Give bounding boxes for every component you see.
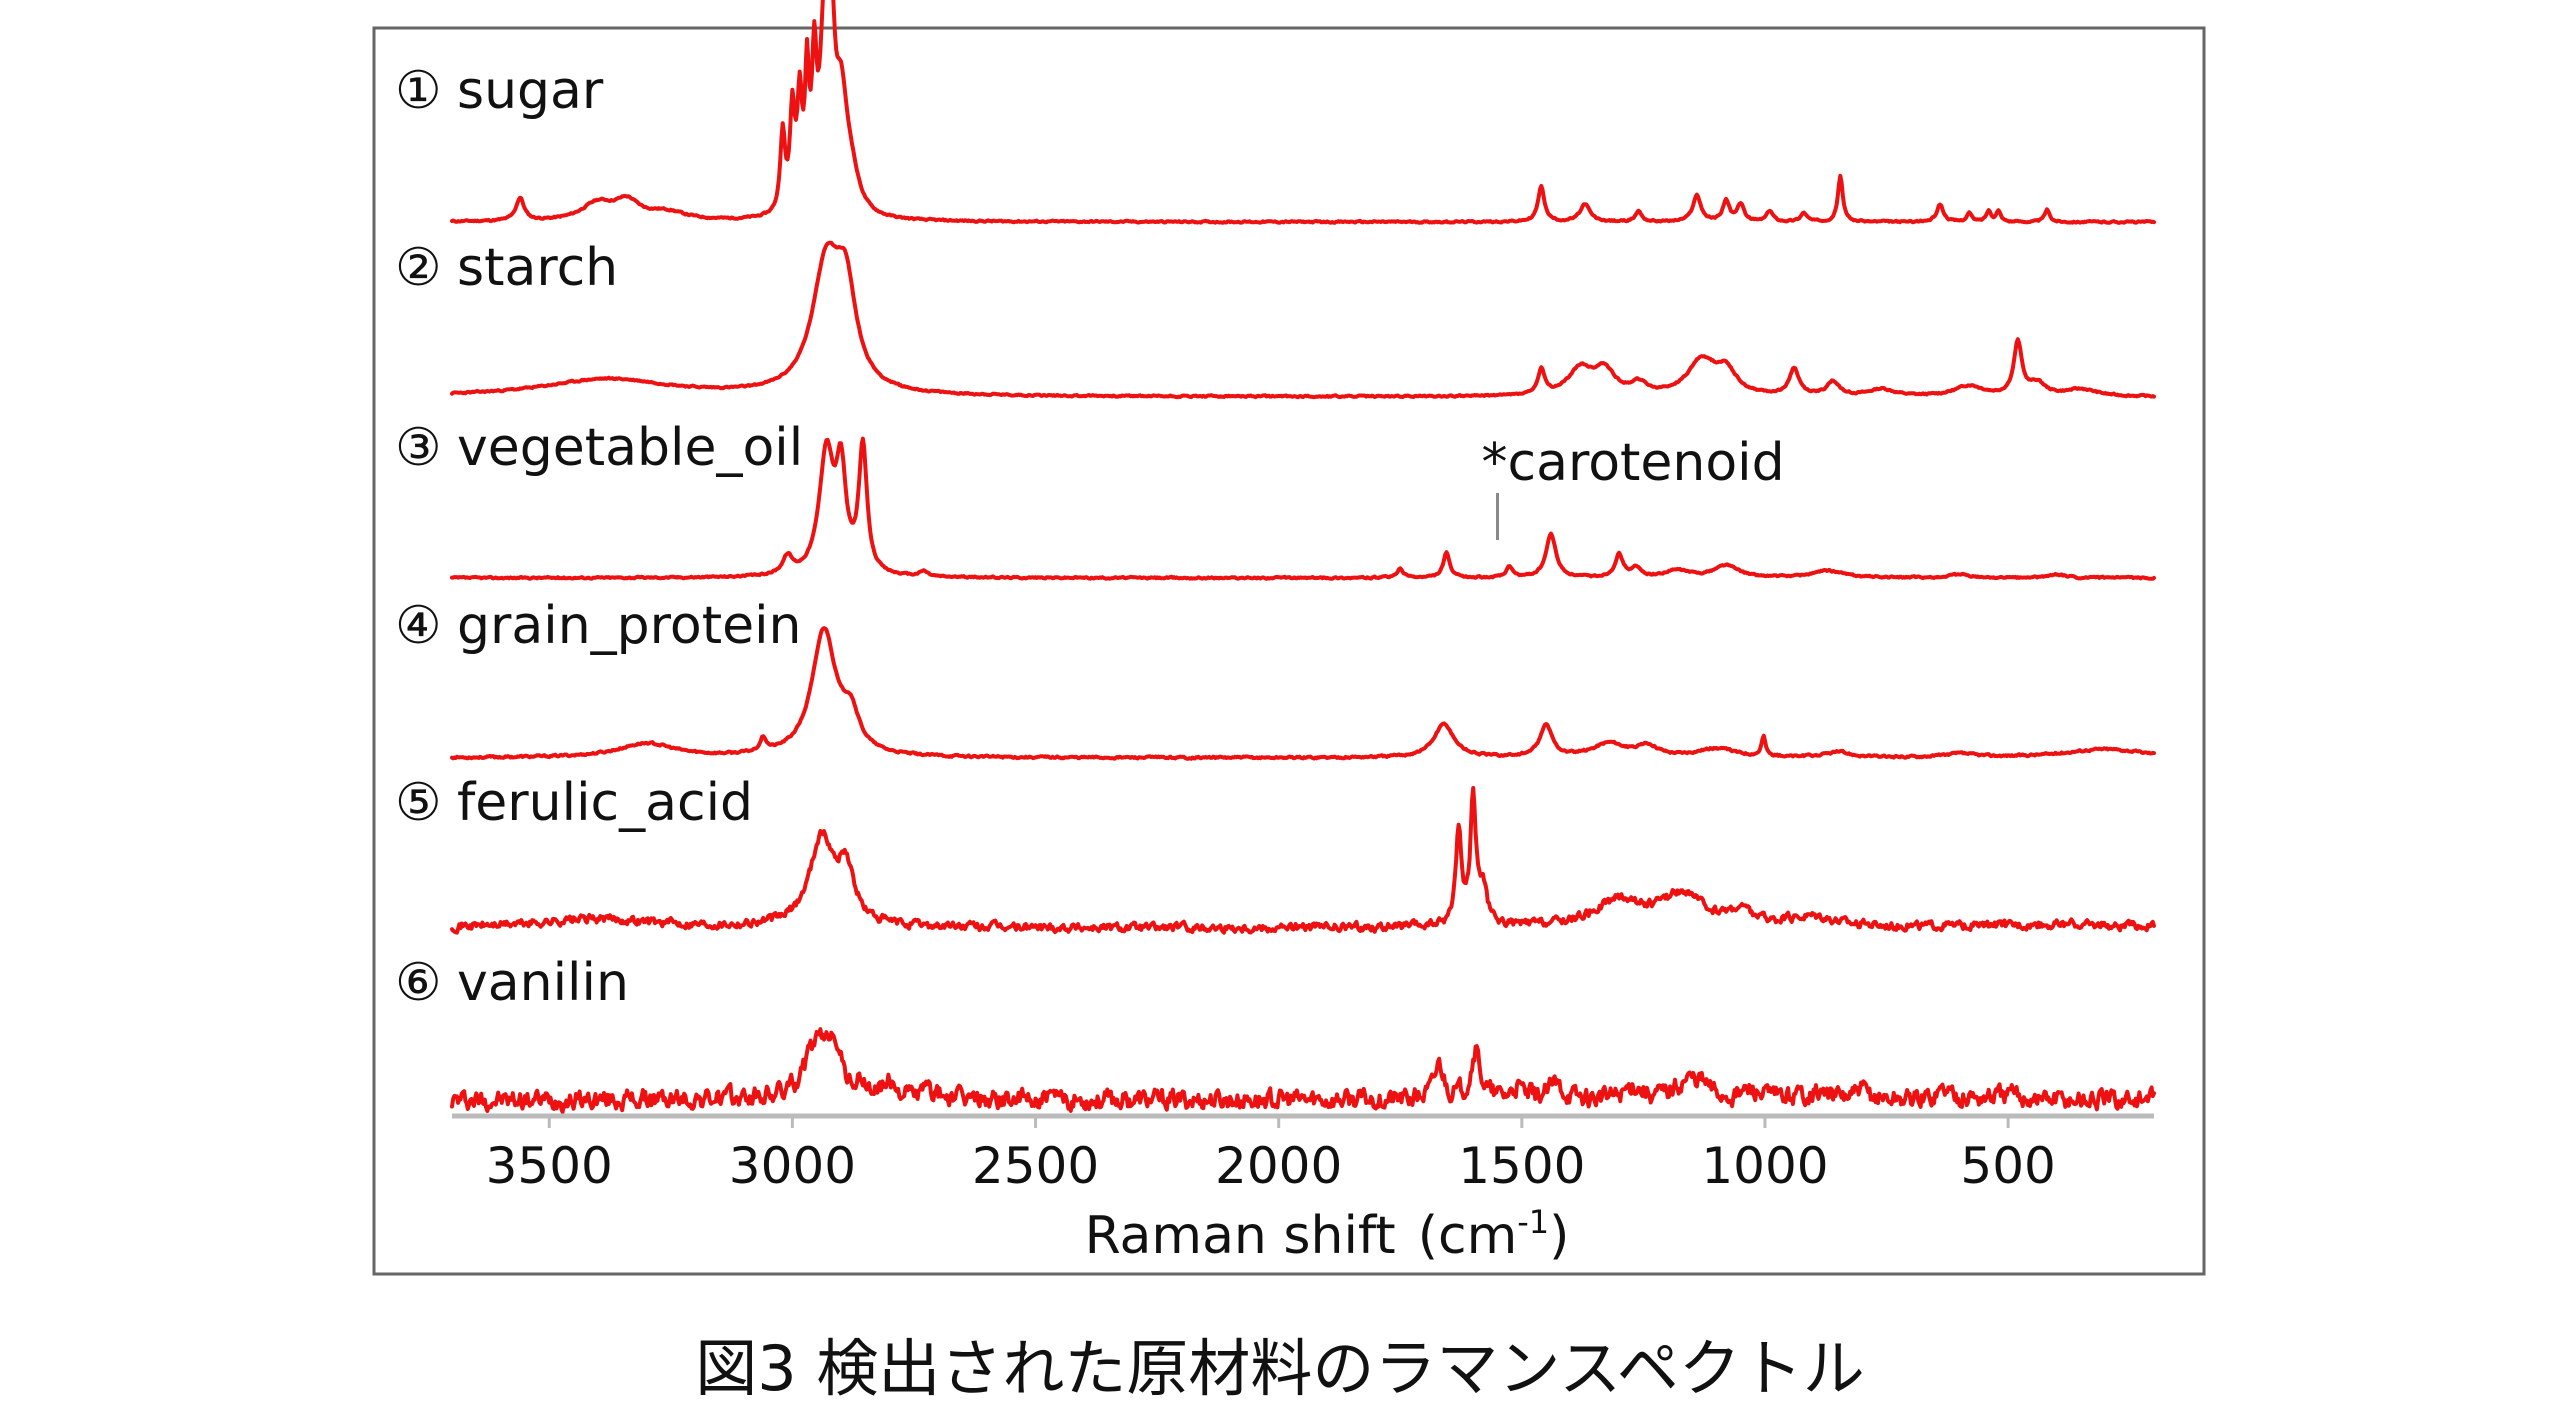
spectrum-label-sugar: sugar	[457, 61, 604, 121]
spectrum-ferulic-acid	[450, 786, 2156, 935]
spectrum-starch	[450, 240, 2156, 400]
x-tick-label: 2500	[972, 1137, 1099, 1195]
spectrum-index: ②	[395, 238, 442, 298]
carotenoid-annotation: *carotenoid	[1482, 433, 1785, 540]
x-axis-ticks: 3500 3000 2500 2000 1500 1000 500	[486, 1116, 2056, 1195]
carotenoid-label: *carotenoid	[1482, 433, 1785, 493]
carotenoid-text: carotenoid	[1508, 433, 1785, 493]
spectrum-index: ⑤	[395, 773, 442, 833]
spectra-layer	[450, 0, 2156, 1115]
x-tick-label: 3000	[729, 1137, 856, 1195]
spectrum-label-ferulic-acid: ferulic_acid	[457, 773, 753, 833]
spectrum-labels: ① sugar ② starch ③ vegetable_oil ④ grain_protei…	[395, 61, 803, 1013]
spectrum-label-starch: starch	[457, 238, 618, 298]
spectrum-index: ③	[395, 418, 442, 478]
spectrum-sugar	[450, 0, 2156, 225]
spectrum-label-grain-protein: grain_protein	[457, 596, 802, 656]
spectrum-index: ④	[395, 596, 442, 656]
plot-frame	[372, 26, 2206, 1276]
x-axis-unit: (cm	[1418, 1206, 1518, 1266]
x-axis-label-text: Raman shift	[1085, 1206, 1396, 1266]
x-axis-label: Raman shift (cm-1)	[1085, 1203, 1570, 1266]
spectrum-index: ⑥	[395, 953, 442, 1013]
spectrum-grain-protein	[450, 626, 2156, 761]
carotenoid-asterisk: *	[1482, 433, 1508, 493]
x-tick-label: 2000	[1215, 1137, 1342, 1195]
spectrum-index: ①	[395, 61, 442, 121]
x-axis-unit-superscript: -1	[1517, 1203, 1549, 1241]
spectrum-label-vegetable-oil: vegetable_oil	[457, 418, 803, 478]
x-tick-label: 1000	[1701, 1137, 1828, 1195]
figure-caption: 図3 検出された原材料のラマンスペクトル	[695, 1332, 1865, 1405]
x-tick-label: 500	[1960, 1137, 2055, 1195]
x-tick-label: 1500	[1458, 1137, 1585, 1195]
spectrum-label-vanilin: vanilin	[457, 953, 629, 1013]
x-tick-label: 3500	[486, 1137, 613, 1195]
spectrum-vanilin	[450, 1027, 2156, 1115]
spectrum-vegetable-oil	[450, 436, 2156, 581]
x-axis-unit-close: )	[1549, 1206, 1569, 1266]
